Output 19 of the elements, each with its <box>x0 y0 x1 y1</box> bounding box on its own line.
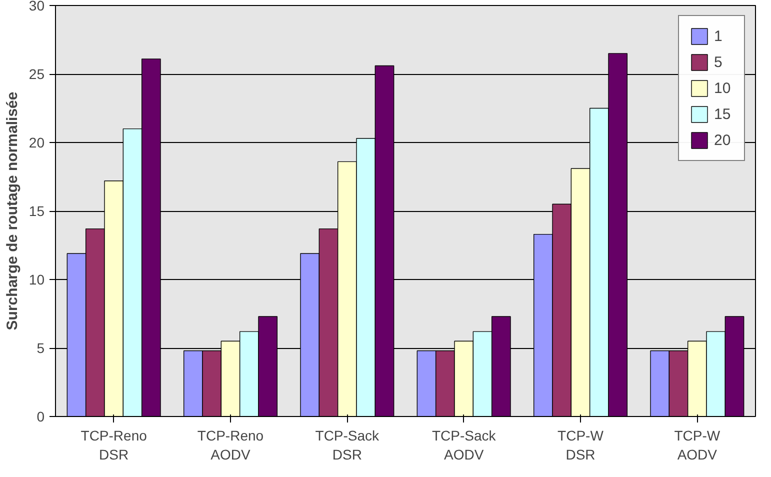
x-tick-label: TCP-Reno AODV <box>197 428 264 463</box>
legend-label: 1 <box>714 28 724 44</box>
x-tick-label: TCP-W AODV <box>674 428 721 463</box>
y-tick-label: 30 <box>28 0 45 14</box>
y-tick-label: 0 <box>36 408 45 424</box>
y-tick-label: 5 <box>36 340 45 356</box>
y-tick-label: 20 <box>28 134 45 150</box>
y-tick-label: 10 <box>28 272 45 288</box>
x-tick-label: TCP-Sack DSR <box>315 428 380 463</box>
y-axis-title: Surcharge de routage normalisée <box>4 92 21 330</box>
x-tick-label: TCP-Sack AODV <box>432 428 497 463</box>
x-tick-label: TCP-W DSR <box>558 428 604 463</box>
legend-label: 20 <box>714 132 732 148</box>
x-tick-label: TCP-Reno DSR <box>80 428 148 463</box>
legend-label: 10 <box>714 80 732 96</box>
y-tick-label: 15 <box>28 203 45 219</box>
y-tick-label: 25 <box>28 66 45 82</box>
legend-label: 5 <box>714 54 724 70</box>
legend-label: 15 <box>714 106 732 122</box>
